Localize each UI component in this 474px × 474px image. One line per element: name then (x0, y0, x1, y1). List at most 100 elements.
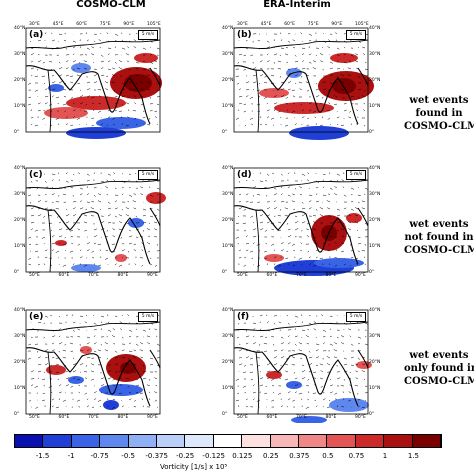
wind-vector (37, 264, 40, 266)
wind-vector (58, 335, 61, 338)
wind-vector (315, 349, 319, 352)
latitude-tick-label: 20°N (369, 218, 381, 223)
wind-vector (106, 357, 109, 360)
wind-vector (142, 229, 145, 232)
wind-vector (91, 250, 95, 253)
wind-vector (301, 321, 303, 324)
wind-vector (301, 221, 306, 224)
wind-vector (361, 95, 366, 98)
wind-vector (69, 342, 74, 345)
wind-vector (132, 363, 137, 366)
wind-vector (111, 74, 116, 77)
wind-vector (313, 371, 317, 373)
wind-vector (355, 363, 359, 366)
wind-vector (79, 95, 84, 98)
wind-vector (273, 61, 275, 64)
wind-vector (86, 173, 90, 176)
wind-vector (107, 60, 111, 63)
wind-vector (336, 173, 340, 176)
wind-vector (133, 193, 137, 196)
wind-vector (91, 406, 95, 408)
wind-vector (86, 88, 91, 91)
wind-vector (114, 263, 117, 266)
wind-vector (127, 201, 130, 203)
wind-vector (357, 194, 361, 196)
wind-vector (79, 315, 84, 318)
wind-vector (306, 228, 310, 231)
colorbar-tick-label: 1.5 (407, 452, 420, 460)
wind-vector (30, 67, 35, 70)
wind-vector (41, 399, 46, 401)
wind-vector (37, 200, 42, 203)
wind-vector (57, 378, 60, 380)
wind-vector (85, 314, 88, 317)
wind-vector (86, 349, 90, 352)
wind-vector (355, 370, 359, 373)
wind-vector (315, 95, 320, 98)
wind-vector (273, 207, 278, 210)
wind-vector (34, 385, 39, 388)
wind-vector (300, 242, 303, 245)
longitude-tick-label: 105°E (147, 22, 161, 27)
wind-vector (156, 187, 160, 190)
wind-vector (97, 89, 102, 91)
wind-vector (79, 350, 84, 352)
wind-vector (322, 235, 327, 238)
wind-vector (251, 123, 254, 126)
wind-vector (259, 172, 261, 175)
wind-vector (62, 399, 67, 402)
wind-vector (127, 314, 130, 317)
wind-vector (343, 109, 347, 112)
wind-vector (357, 75, 361, 78)
wind-vector (142, 364, 145, 367)
wind-vector (308, 33, 313, 36)
row-label-1-line-2: found in (415, 108, 463, 119)
vorticity-map (25, 167, 166, 273)
wind-vector (65, 214, 70, 217)
wind-vector (249, 250, 254, 253)
wind-vector (245, 81, 250, 84)
wind-vector (315, 256, 318, 259)
wind-vector (343, 53, 346, 56)
wind-vector (284, 363, 289, 366)
wind-vector (300, 249, 303, 252)
wind-vector (315, 82, 318, 85)
wind-vector (329, 384, 333, 387)
wind-vector (361, 200, 366, 203)
wind-vector (100, 392, 103, 394)
wind-vector (327, 109, 331, 112)
wind-vector (100, 180, 105, 183)
wind-vector (335, 249, 338, 252)
longitude-tick-label: 70°E (88, 273, 99, 278)
wind-vector (259, 123, 263, 126)
coastline (25, 205, 161, 265)
latitude-tick-label: 0° (14, 270, 20, 275)
wind-vector (65, 60, 69, 63)
wind-vector (58, 384, 62, 387)
wind-vector (333, 356, 338, 359)
wind-vector (328, 39, 331, 42)
wind-vector (147, 124, 151, 126)
wind-vector (34, 89, 39, 92)
colorbar-segment (71, 435, 101, 447)
wind-vector (348, 116, 352, 119)
wind-vector (322, 398, 326, 401)
wind-vector (340, 335, 345, 338)
wind-vector (139, 81, 144, 84)
wind-vector (107, 207, 112, 210)
latitude-tick-label: 20°N (369, 78, 381, 83)
wind-vector (125, 214, 130, 217)
wind-vector (135, 328, 137, 331)
wind-vector (72, 214, 77, 217)
latitude-tick-label: 20°N (222, 78, 234, 83)
latitude-tick-label: 30°N (14, 334, 26, 339)
wind-vector (350, 356, 354, 359)
wind-vector (44, 315, 48, 318)
wind-vector (37, 356, 41, 359)
latitude-tick-label: 20°N (222, 218, 234, 223)
latitude-tick-label: 20°N (369, 360, 381, 365)
wind-vector (238, 249, 242, 252)
wind-vector (266, 40, 270, 43)
wind-vector (63, 40, 67, 42)
wind-vector (237, 405, 240, 408)
